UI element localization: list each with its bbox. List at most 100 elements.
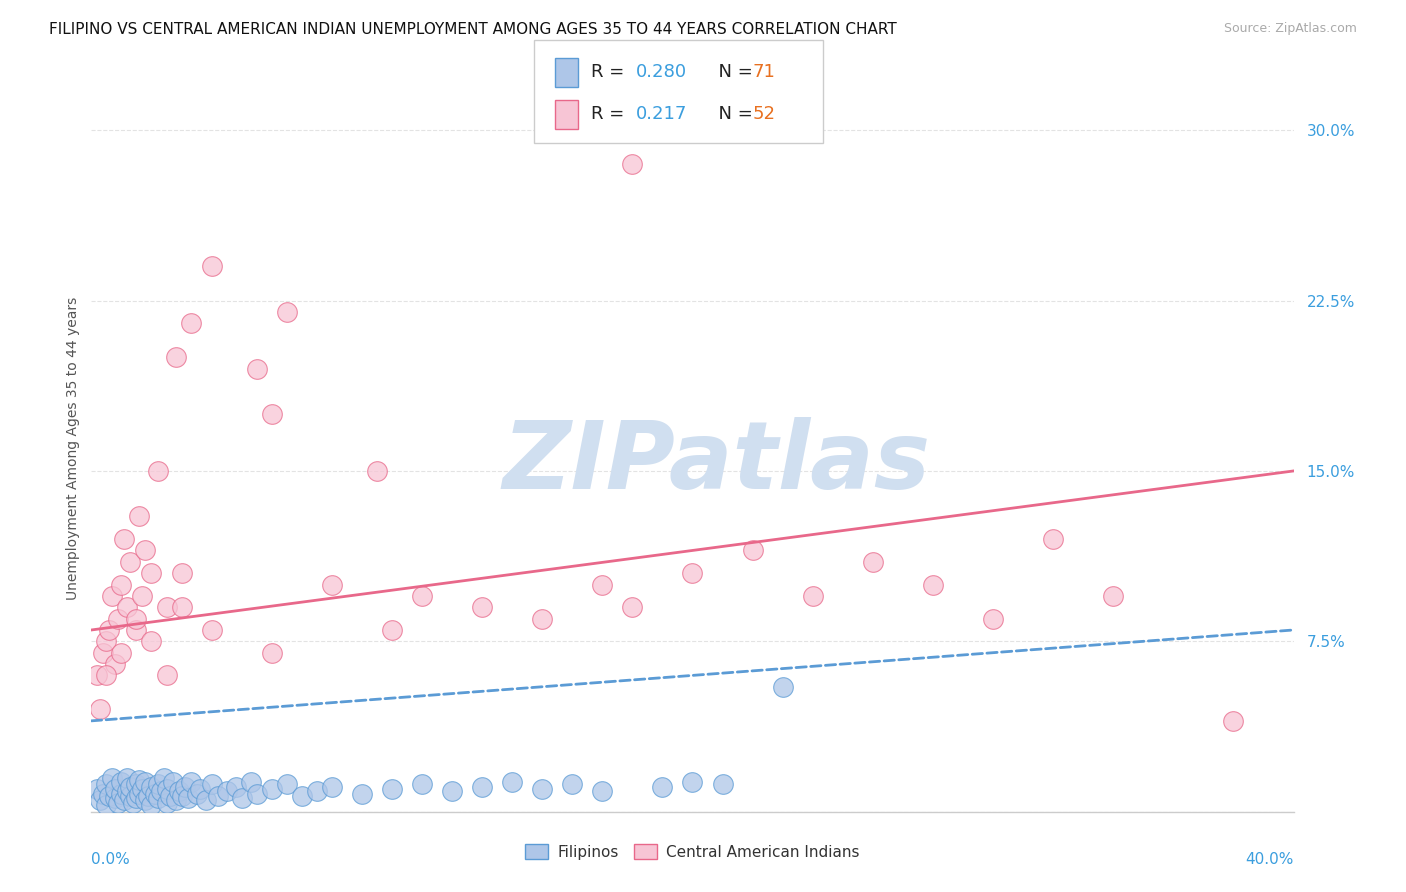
Point (170, 789, 193, 803)
Point (440, 784, 463, 798)
Point (246, 361, 269, 376)
Point (131, 782, 153, 797)
Point (215, 784, 238, 798)
Point (1102, 589, 1125, 603)
Point (110, 646, 132, 660)
Point (101, 771, 124, 785)
Point (207, 789, 229, 803)
Point (862, 555, 884, 569)
Point (141, 634, 163, 648)
Point (134, 793, 156, 807)
Point (201, 777, 224, 791)
Point (107, 796, 129, 810)
Point (98, 789, 121, 803)
Point (141, 797, 163, 812)
Point (239, 775, 262, 789)
Point (128, 509, 150, 524)
Text: R =: R = (591, 105, 636, 123)
Text: 40.0%: 40.0% (1246, 852, 1294, 867)
Point (260, 646, 283, 660)
Point (141, 780, 163, 794)
Point (246, 787, 269, 801)
Text: Source: ZipAtlas.com: Source: ZipAtlas.com (1223, 22, 1357, 36)
Point (122, 796, 145, 810)
Point (305, 784, 328, 798)
Point (86, 668, 108, 682)
Text: 52: 52 (752, 105, 775, 123)
Point (104, 657, 127, 671)
Text: 0.280: 0.280 (636, 62, 686, 81)
Point (128, 772, 150, 787)
Point (117, 600, 139, 615)
Point (681, 566, 703, 581)
Point (621, 600, 644, 615)
Point (173, 780, 195, 794)
Point (291, 789, 314, 803)
Point (96, 668, 118, 682)
Point (260, 407, 283, 421)
Point (138, 789, 160, 803)
Point (180, 775, 202, 789)
Point (188, 782, 211, 797)
Point (186, 787, 208, 801)
Point (621, 157, 644, 171)
Point (231, 791, 253, 805)
Point (711, 777, 734, 791)
Point (471, 600, 494, 615)
Point (170, 600, 193, 615)
Point (501, 775, 523, 789)
Point (125, 777, 148, 791)
Point (170, 566, 193, 581)
Point (321, 780, 343, 794)
Point (146, 791, 169, 805)
Point (117, 771, 139, 785)
Point (561, 777, 583, 791)
Point (146, 777, 169, 791)
Point (201, 260, 224, 274)
Point (741, 543, 763, 558)
Point (110, 775, 132, 789)
Point (86, 782, 108, 797)
Point (276, 305, 298, 319)
Point (93, 646, 115, 660)
Point (276, 777, 298, 791)
Point (350, 787, 373, 801)
Point (149, 784, 172, 798)
Point (134, 775, 156, 789)
Point (321, 577, 343, 591)
Point (155, 668, 177, 682)
Point (89, 793, 111, 807)
Point (114, 532, 136, 546)
Point (152, 771, 174, 785)
Point (89, 702, 111, 716)
Text: FILIPINO VS CENTRAL AMERICAN INDIAN UNEMPLOYMENT AMONG AGES 35 TO 44 YEARS CORRE: FILIPINO VS CENTRAL AMERICAN INDIAN UNEM… (49, 22, 897, 37)
Point (180, 316, 202, 330)
Point (681, 775, 703, 789)
Point (155, 782, 177, 797)
Text: ZIPatlas: ZIPatlas (502, 417, 931, 508)
Point (981, 612, 1004, 626)
Point (381, 782, 404, 797)
Point (120, 780, 142, 794)
Point (131, 589, 153, 603)
Text: 0.217: 0.217 (636, 105, 688, 123)
Point (411, 777, 433, 791)
Point (772, 680, 794, 694)
Point (134, 543, 156, 558)
Point (98, 623, 121, 637)
Point (143, 787, 166, 801)
Point (125, 612, 148, 626)
Text: R =: R = (591, 62, 630, 81)
Point (93, 787, 115, 801)
Point (155, 600, 177, 615)
Point (128, 787, 150, 801)
Point (1222, 714, 1244, 728)
Point (110, 577, 132, 591)
Text: N =: N = (707, 62, 759, 81)
Point (162, 775, 184, 789)
Point (471, 780, 494, 794)
Point (591, 784, 613, 798)
Point (107, 612, 129, 626)
Point (104, 782, 127, 797)
Text: N =: N = (707, 105, 759, 123)
